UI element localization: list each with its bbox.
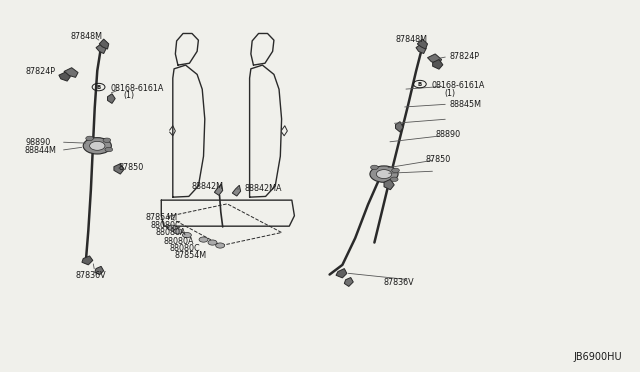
Circle shape <box>103 138 111 142</box>
Text: 87850: 87850 <box>426 155 451 164</box>
Text: B: B <box>97 84 100 90</box>
Polygon shape <box>384 179 394 190</box>
Text: 08168-6161A: 08168-6161A <box>431 81 484 90</box>
Polygon shape <box>396 122 403 132</box>
Polygon shape <box>417 39 428 49</box>
Text: 87854M: 87854M <box>174 251 206 260</box>
Text: 88842M: 88842M <box>192 182 224 191</box>
Text: (1): (1) <box>445 89 456 97</box>
Text: 87824P: 87824P <box>26 67 56 76</box>
Circle shape <box>167 225 176 230</box>
Polygon shape <box>344 278 353 286</box>
Circle shape <box>199 237 208 242</box>
Polygon shape <box>64 68 78 77</box>
Polygon shape <box>99 39 109 49</box>
Text: 88890: 88890 <box>435 130 460 139</box>
Text: (1): (1) <box>123 92 134 100</box>
Text: 08168-6161A: 08168-6161A <box>110 84 163 93</box>
Text: 87824P: 87824P <box>449 52 479 61</box>
Circle shape <box>392 168 399 173</box>
Text: 87854M: 87854M <box>146 213 178 222</box>
Text: 88842MA: 88842MA <box>244 185 282 193</box>
Text: 98890: 98890 <box>26 138 51 147</box>
Circle shape <box>376 170 392 179</box>
Polygon shape <box>232 185 241 196</box>
Circle shape <box>105 147 113 152</box>
Text: 87836V: 87836V <box>384 278 415 287</box>
Text: B: B <box>418 81 422 87</box>
Polygon shape <box>108 94 115 103</box>
Polygon shape <box>416 44 426 54</box>
Polygon shape <box>59 72 70 81</box>
Circle shape <box>370 166 398 182</box>
Text: JB6900HU: JB6900HU <box>573 352 622 362</box>
Polygon shape <box>95 266 104 275</box>
Polygon shape <box>114 164 124 174</box>
Text: 88080A: 88080A <box>163 237 194 246</box>
Circle shape <box>86 136 93 141</box>
Text: 87850: 87850 <box>118 163 143 172</box>
Polygon shape <box>428 54 442 64</box>
Circle shape <box>182 232 191 238</box>
Polygon shape <box>336 269 347 278</box>
Circle shape <box>90 141 105 150</box>
Text: 87848M: 87848M <box>396 35 428 44</box>
Polygon shape <box>96 44 106 54</box>
Text: 88844M: 88844M <box>24 146 56 155</box>
Circle shape <box>208 240 217 245</box>
Text: 88080C: 88080C <box>150 221 181 230</box>
Circle shape <box>173 229 182 234</box>
Polygon shape <box>433 60 443 69</box>
Polygon shape <box>82 256 93 265</box>
Text: 88080A: 88080A <box>156 228 186 237</box>
Polygon shape <box>214 184 223 195</box>
Circle shape <box>371 165 378 170</box>
Circle shape <box>216 243 225 248</box>
Text: 87836V: 87836V <box>76 271 106 280</box>
Text: 87848M: 87848M <box>70 32 102 41</box>
Circle shape <box>83 138 111 154</box>
Text: 88845M: 88845M <box>449 100 481 109</box>
Text: 88080C: 88080C <box>170 244 200 253</box>
Circle shape <box>390 177 398 182</box>
Polygon shape <box>88 140 101 153</box>
